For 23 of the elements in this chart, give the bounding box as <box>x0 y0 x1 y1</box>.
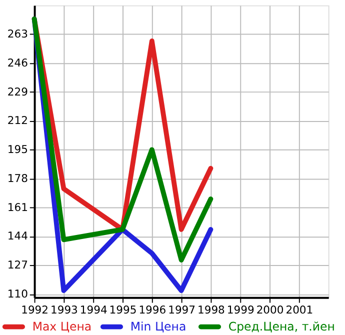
y-tick-label: 212 <box>7 114 28 128</box>
y-tick-label: 178 <box>7 172 28 185</box>
x-tick-label: 1997 <box>168 304 196 317</box>
x-tick-label: 1994 <box>80 304 108 317</box>
y-tick-label: 127 <box>7 258 28 272</box>
y-tick-label: 229 <box>7 85 28 98</box>
legend-label: Min Цена <box>130 320 186 334</box>
y-tick-label: 195 <box>7 143 28 156</box>
x-tick-label: 1993 <box>50 304 78 317</box>
x-tick-label: 2000 <box>256 304 284 317</box>
x-tick-label: 1998 <box>198 304 226 317</box>
y-tick-label: 110 <box>7 287 28 300</box>
x-tick-label: 1992 <box>21 304 48 317</box>
y-tick-label: 246 <box>7 56 28 70</box>
x-tick-label: 1996 <box>138 304 166 317</box>
x-tick-label: 2001 <box>286 304 314 317</box>
x-tick-label: 1995 <box>109 304 137 317</box>
y-tick-label: 144 <box>7 230 28 243</box>
y-tick-label: 161 <box>7 200 28 214</box>
x-tick-label: 1999 <box>226 304 254 317</box>
y-tick-label: 263 <box>7 28 28 41</box>
legend-label: Max Цена <box>32 320 92 334</box>
legend-label: Сред.Цена, т.йен <box>228 320 335 334</box>
